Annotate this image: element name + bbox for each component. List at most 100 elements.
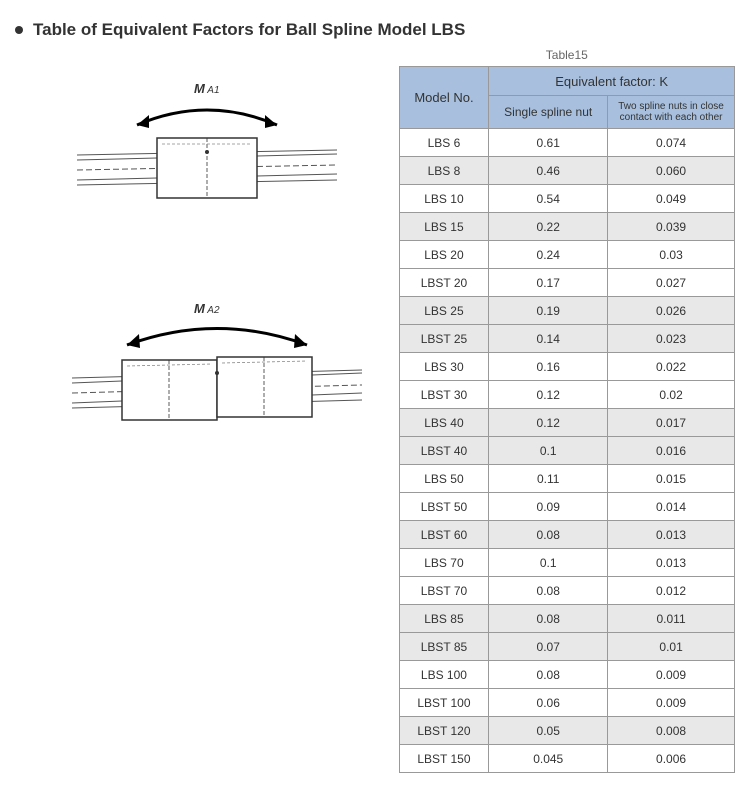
table-row: LBS 400.120.017 [399, 409, 734, 437]
table-cell: 0.12 [489, 381, 608, 409]
diagram1-label: M [194, 81, 205, 96]
table-caption: Table15 [399, 48, 735, 62]
table-cell: 0.09 [489, 493, 608, 521]
table-cell: 0.027 [608, 269, 735, 297]
table-cell: 0.22 [489, 213, 608, 241]
table-cell: LBST 30 [399, 381, 489, 409]
table-cell: 0.24 [489, 241, 608, 269]
table-cell: 0.05 [489, 717, 608, 745]
table-cell: 0.045 [489, 745, 608, 773]
th-single: Single spline nut [489, 96, 608, 129]
table-cell: LBST 25 [399, 325, 489, 353]
table-cell: 0.16 [489, 353, 608, 381]
table-cell: 0.023 [608, 325, 735, 353]
table-cell: LBST 100 [399, 689, 489, 717]
table-cell: 0.61 [489, 129, 608, 157]
table-row: LBS 1000.080.009 [399, 661, 734, 689]
diagram2-svg [67, 320, 367, 435]
table-cell: LBS 100 [399, 661, 489, 689]
table-cell: 0.03 [608, 241, 735, 269]
bullet-icon [15, 26, 23, 34]
table-cell: LBST 70 [399, 577, 489, 605]
table-cell: 0.06 [489, 689, 608, 717]
table-row: LBST 600.080.013 [399, 521, 734, 549]
table-cell: LBS 30 [399, 353, 489, 381]
diagram-double-nut: M A2 [67, 300, 347, 435]
table-cell: 0.015 [608, 465, 735, 493]
table-cell: LBS 50 [399, 465, 489, 493]
table-cell: 0.009 [608, 661, 735, 689]
diagram-single-nut: M A1 [67, 80, 347, 210]
table-cell: 0.017 [608, 409, 735, 437]
diagram2-label-sub: A2 [205, 305, 220, 316]
table-row: LBS 100.540.049 [399, 185, 734, 213]
table-row: LBST 1200.050.008 [399, 717, 734, 745]
table-cell: 0.049 [608, 185, 735, 213]
diagram1-svg [67, 100, 347, 210]
table-cell: 0.46 [489, 157, 608, 185]
table-row: LBST 700.080.012 [399, 577, 734, 605]
table-row: LBS 250.190.026 [399, 297, 734, 325]
table-cell: 0.009 [608, 689, 735, 717]
table-cell: LBS 70 [399, 549, 489, 577]
table-cell: LBST 120 [399, 717, 489, 745]
table-cell: LBS 40 [399, 409, 489, 437]
table-cell: 0.026 [608, 297, 735, 325]
table-row: LBS 700.10.013 [399, 549, 734, 577]
table-cell: LBS 6 [399, 129, 489, 157]
table-row: LBST 1000.060.009 [399, 689, 734, 717]
th-model: Model No. [399, 67, 489, 129]
table-row: LBS 300.160.022 [399, 353, 734, 381]
table-row: LBST 500.090.014 [399, 493, 734, 521]
table-cell: 0.54 [489, 185, 608, 213]
table-cell: 0.1 [489, 549, 608, 577]
table-cell: LBST 60 [399, 521, 489, 549]
table-cell: LBST 50 [399, 493, 489, 521]
table-cell: 0.039 [608, 213, 735, 241]
content-area: M A1 [15, 50, 735, 773]
table-cell: LBST 85 [399, 633, 489, 661]
th-eqfactor: Equivalent factor: K [489, 67, 735, 96]
table-cell: 0.19 [489, 297, 608, 325]
table-row: LBS 200.240.03 [399, 241, 734, 269]
table-row: LBST 300.120.02 [399, 381, 734, 409]
th-double: Two spline nuts in close contact with ea… [608, 96, 735, 129]
table-cell: 0.1 [489, 437, 608, 465]
table-row: LBST 250.140.023 [399, 325, 734, 353]
table-cell: 0.01 [608, 633, 735, 661]
table-row: LBS 80.460.060 [399, 157, 734, 185]
diagrams-column: M A1 [15, 50, 399, 525]
table-row: LBS 150.220.039 [399, 213, 734, 241]
table-row: LBS 850.080.011 [399, 605, 734, 633]
table-cell: 0.006 [608, 745, 735, 773]
table-cell: LBS 8 [399, 157, 489, 185]
table-cell: 0.17 [489, 269, 608, 297]
table-cell: 0.08 [489, 605, 608, 633]
table-row: LBST 1500.0450.006 [399, 745, 734, 773]
table-row: LBS 60.610.074 [399, 129, 734, 157]
table-cell: 0.013 [608, 521, 735, 549]
table-cell: LBS 10 [399, 185, 489, 213]
table-cell: 0.011 [608, 605, 735, 633]
table-cell: 0.060 [608, 157, 735, 185]
table-cell: 0.07 [489, 633, 608, 661]
table-cell: 0.074 [608, 129, 735, 157]
table-row: LBST 400.10.016 [399, 437, 734, 465]
table-cell: 0.08 [489, 521, 608, 549]
table-body: LBS 60.610.074LBS 80.460.060LBS 100.540.… [399, 129, 734, 773]
table-cell: 0.013 [608, 549, 735, 577]
table-cell: 0.022 [608, 353, 735, 381]
table-cell: 0.02 [608, 381, 735, 409]
table-cell: 0.14 [489, 325, 608, 353]
page-title-row: Table of Equivalent Factors for Ball Spl… [15, 20, 735, 40]
diagram2-label: M [194, 301, 205, 316]
table-cell: 0.016 [608, 437, 735, 465]
diagram1-label-sub: A1 [205, 85, 220, 96]
table-row: LBST 850.070.01 [399, 633, 734, 661]
table-cell: 0.08 [489, 661, 608, 689]
table-cell: LBST 40 [399, 437, 489, 465]
table-cell: LBS 85 [399, 605, 489, 633]
table-row: LBS 500.110.015 [399, 465, 734, 493]
table-cell: 0.08 [489, 577, 608, 605]
table-cell: 0.014 [608, 493, 735, 521]
